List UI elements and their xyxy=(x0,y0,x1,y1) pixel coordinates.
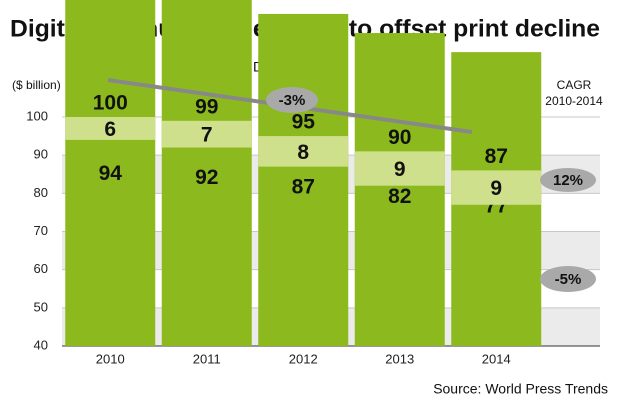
x-tick-label: 2012 xyxy=(289,351,318,366)
bar-segment xyxy=(65,117,156,140)
value-label: 7 xyxy=(201,124,213,147)
y-tick-label: 80 xyxy=(34,185,48,200)
total-label: 95 xyxy=(292,111,316,134)
trend-label: -3% xyxy=(279,92,306,109)
x-tick-label: 2010 xyxy=(96,351,125,366)
cagr-title: 2010-2014 xyxy=(545,94,603,108)
x-tick-label: 2013 xyxy=(385,351,414,366)
y-tick-label: 60 xyxy=(34,261,48,276)
y-tick-label: 70 xyxy=(34,223,48,238)
cagr-label: -5% xyxy=(555,271,582,288)
bar-segment xyxy=(258,136,349,167)
y-tick-label: 100 xyxy=(26,108,48,123)
bar-segment xyxy=(354,151,445,186)
y-axis-label: ($ billion) xyxy=(12,78,61,92)
bar-segment xyxy=(354,33,445,347)
bar-segment xyxy=(65,0,156,346)
y-tick-label: 40 xyxy=(34,337,48,352)
x-tick-label: 2011 xyxy=(193,351,221,366)
total-label: 99 xyxy=(195,95,218,118)
cagr-badge xyxy=(540,266,596,292)
value-label: 82 xyxy=(388,185,411,208)
value-label: 9 xyxy=(490,177,502,200)
y-tick-label: 90 xyxy=(34,147,48,162)
cagr-title: CAGR xyxy=(557,78,592,92)
bar-segment xyxy=(161,0,252,346)
y-tick-label: 50 xyxy=(34,299,48,314)
value-label: 8 xyxy=(297,141,309,164)
bar-segment xyxy=(258,13,349,346)
source: Source: World Press Trends xyxy=(433,381,608,397)
value-label: 9 xyxy=(394,158,406,181)
value-label: 92 xyxy=(195,166,218,189)
bar-segment xyxy=(161,120,252,148)
value-label: 94 xyxy=(99,162,123,185)
total-label: 87 xyxy=(485,145,508,168)
total-label: 100 xyxy=(93,92,128,115)
cagr-label: 12% xyxy=(553,172,583,189)
bar-segment xyxy=(451,170,542,205)
trend-badge xyxy=(266,87,318,113)
value-label: 87 xyxy=(292,176,315,199)
value-label: 6 xyxy=(104,118,116,141)
cagr-badge xyxy=(540,168,596,192)
total-label: 90 xyxy=(388,126,411,149)
x-tick-label: 2014 xyxy=(482,351,511,366)
